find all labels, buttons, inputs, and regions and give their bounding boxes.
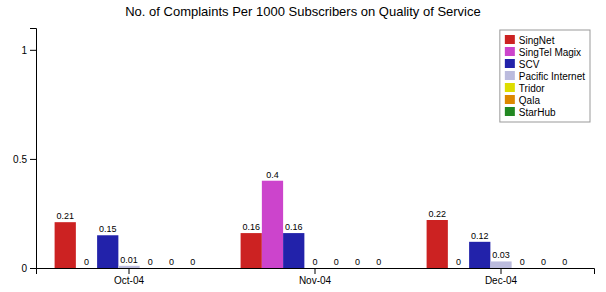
- plot: 0.210.160.2200.400.150.160.120.0100.0300…: [13, 29, 594, 287]
- data-label: 0.21: [56, 211, 74, 221]
- legend-item: Qala: [505, 95, 541, 106]
- legend-swatch: [505, 71, 515, 80]
- data-label: 0.4: [266, 170, 279, 180]
- bar: [283, 233, 304, 268]
- bar: [533, 268, 554, 269]
- bar: [262, 181, 283, 268]
- data-label: 0: [456, 257, 461, 267]
- bar: [469, 242, 490, 268]
- y-tick-label: 0.5: [13, 154, 27, 165]
- y-axis-line: [30, 29, 37, 269]
- x-axis: Oct-04 Nov-04 Dec-04: [37, 268, 595, 286]
- legend-item: SingTel Magix: [505, 47, 581, 58]
- bar: [118, 266, 139, 268]
- series: [97, 233, 490, 268]
- legend-label: SingNet: [519, 35, 555, 46]
- legend-box: [500, 30, 590, 122]
- x-tick-label: Oct-04: [114, 275, 144, 286]
- legend-swatch: [505, 107, 515, 116]
- data-label: 0: [562, 257, 567, 267]
- chart: No. of Complaints Per 1000 Subscribers o…: [0, 0, 606, 292]
- x-tick-mark: [129, 268, 130, 274]
- x-axis-line: [37, 269, 595, 275]
- data-label: 0: [84, 257, 89, 267]
- y-axis: 00.51: [13, 29, 36, 274]
- bar: [182, 268, 203, 269]
- data-label: 0: [169, 257, 174, 267]
- bars: [55, 181, 512, 268]
- legend-swatch: [505, 35, 515, 44]
- bar: [490, 261, 511, 268]
- data-label: 0: [520, 257, 525, 267]
- y-tick-mark: [30, 159, 36, 160]
- x-tick-mark: [315, 268, 316, 274]
- data-label: 0: [190, 257, 195, 267]
- data-label: 0.15: [99, 224, 117, 234]
- data-label: 0: [334, 257, 339, 267]
- legend-label: Pacific Internet: [519, 71, 585, 82]
- data-label: 0.22: [428, 209, 446, 219]
- bar: [55, 222, 76, 268]
- legend-item: SCV: [505, 59, 540, 70]
- bar: [140, 268, 161, 269]
- legend-swatch: [505, 83, 515, 92]
- legend: SingNetSingTel MagixSCVPacific InternetT…: [500, 30, 590, 122]
- data-label: 0: [376, 257, 381, 267]
- data-label: 0: [541, 257, 546, 267]
- bar: [347, 268, 368, 269]
- legend-label: SCV: [519, 59, 540, 70]
- legend-swatch: [505, 95, 515, 104]
- y-tick-label: 0: [21, 263, 27, 274]
- bar: [554, 268, 575, 269]
- legend-swatch: [505, 59, 515, 68]
- series: [262, 181, 283, 268]
- bar: [161, 268, 182, 269]
- bar: [326, 268, 347, 269]
- legend-item: StarHub: [505, 107, 556, 118]
- y-tick: 0: [21, 263, 36, 274]
- bar: [512, 268, 533, 269]
- y-tick-mark: [30, 268, 36, 269]
- legend-item: SingNet: [505, 35, 555, 46]
- bar: [304, 268, 325, 269]
- y-tick-mark: [30, 50, 36, 51]
- data-label: 0.12: [471, 231, 489, 241]
- title: No. of Complaints Per 1000 Subscribers o…: [125, 4, 481, 19]
- x-tick: Nov-04: [299, 268, 332, 286]
- data-label: 0.01: [120, 255, 138, 265]
- bar: [76, 268, 97, 269]
- legend-item: Pacific Internet: [505, 71, 585, 82]
- x-tick-label: Nov-04: [299, 275, 332, 286]
- bar: [448, 268, 469, 269]
- data-labels: 0.21 0.16 0.22 0 0.4 0 0.15 0.16 0.12 0.01 0 0.03 0 0…: [56, 170, 567, 267]
- data-label: 0.03: [492, 250, 510, 260]
- bar: [241, 233, 262, 268]
- legend-swatch: [505, 47, 515, 56]
- data-label: 0.16: [242, 222, 260, 232]
- series: [55, 220, 448, 268]
- y-tick: 0.5: [13, 154, 36, 165]
- data-label: 0.16: [285, 222, 303, 232]
- data-label: 0: [312, 257, 317, 267]
- x-tick: Dec-04: [485, 268, 518, 286]
- y-tick-label: 1: [21, 45, 27, 56]
- x-tick: Oct-04: [114, 268, 144, 286]
- legend-label: StarHub: [519, 107, 556, 118]
- data-label: 0: [355, 257, 360, 267]
- bar: [368, 268, 389, 269]
- x-tick-mark: [501, 268, 502, 274]
- legend-label: Tridor: [519, 83, 545, 94]
- data-label: 0: [148, 257, 153, 267]
- bar: [97, 235, 118, 268]
- y-tick: 1: [21, 45, 36, 56]
- legend-label: Qala: [519, 95, 541, 106]
- legend-label: SingTel Magix: [519, 47, 581, 58]
- bar: [427, 220, 448, 268]
- legend-item: Tridor: [505, 83, 545, 94]
- x-tick-label: Dec-04: [485, 275, 518, 286]
